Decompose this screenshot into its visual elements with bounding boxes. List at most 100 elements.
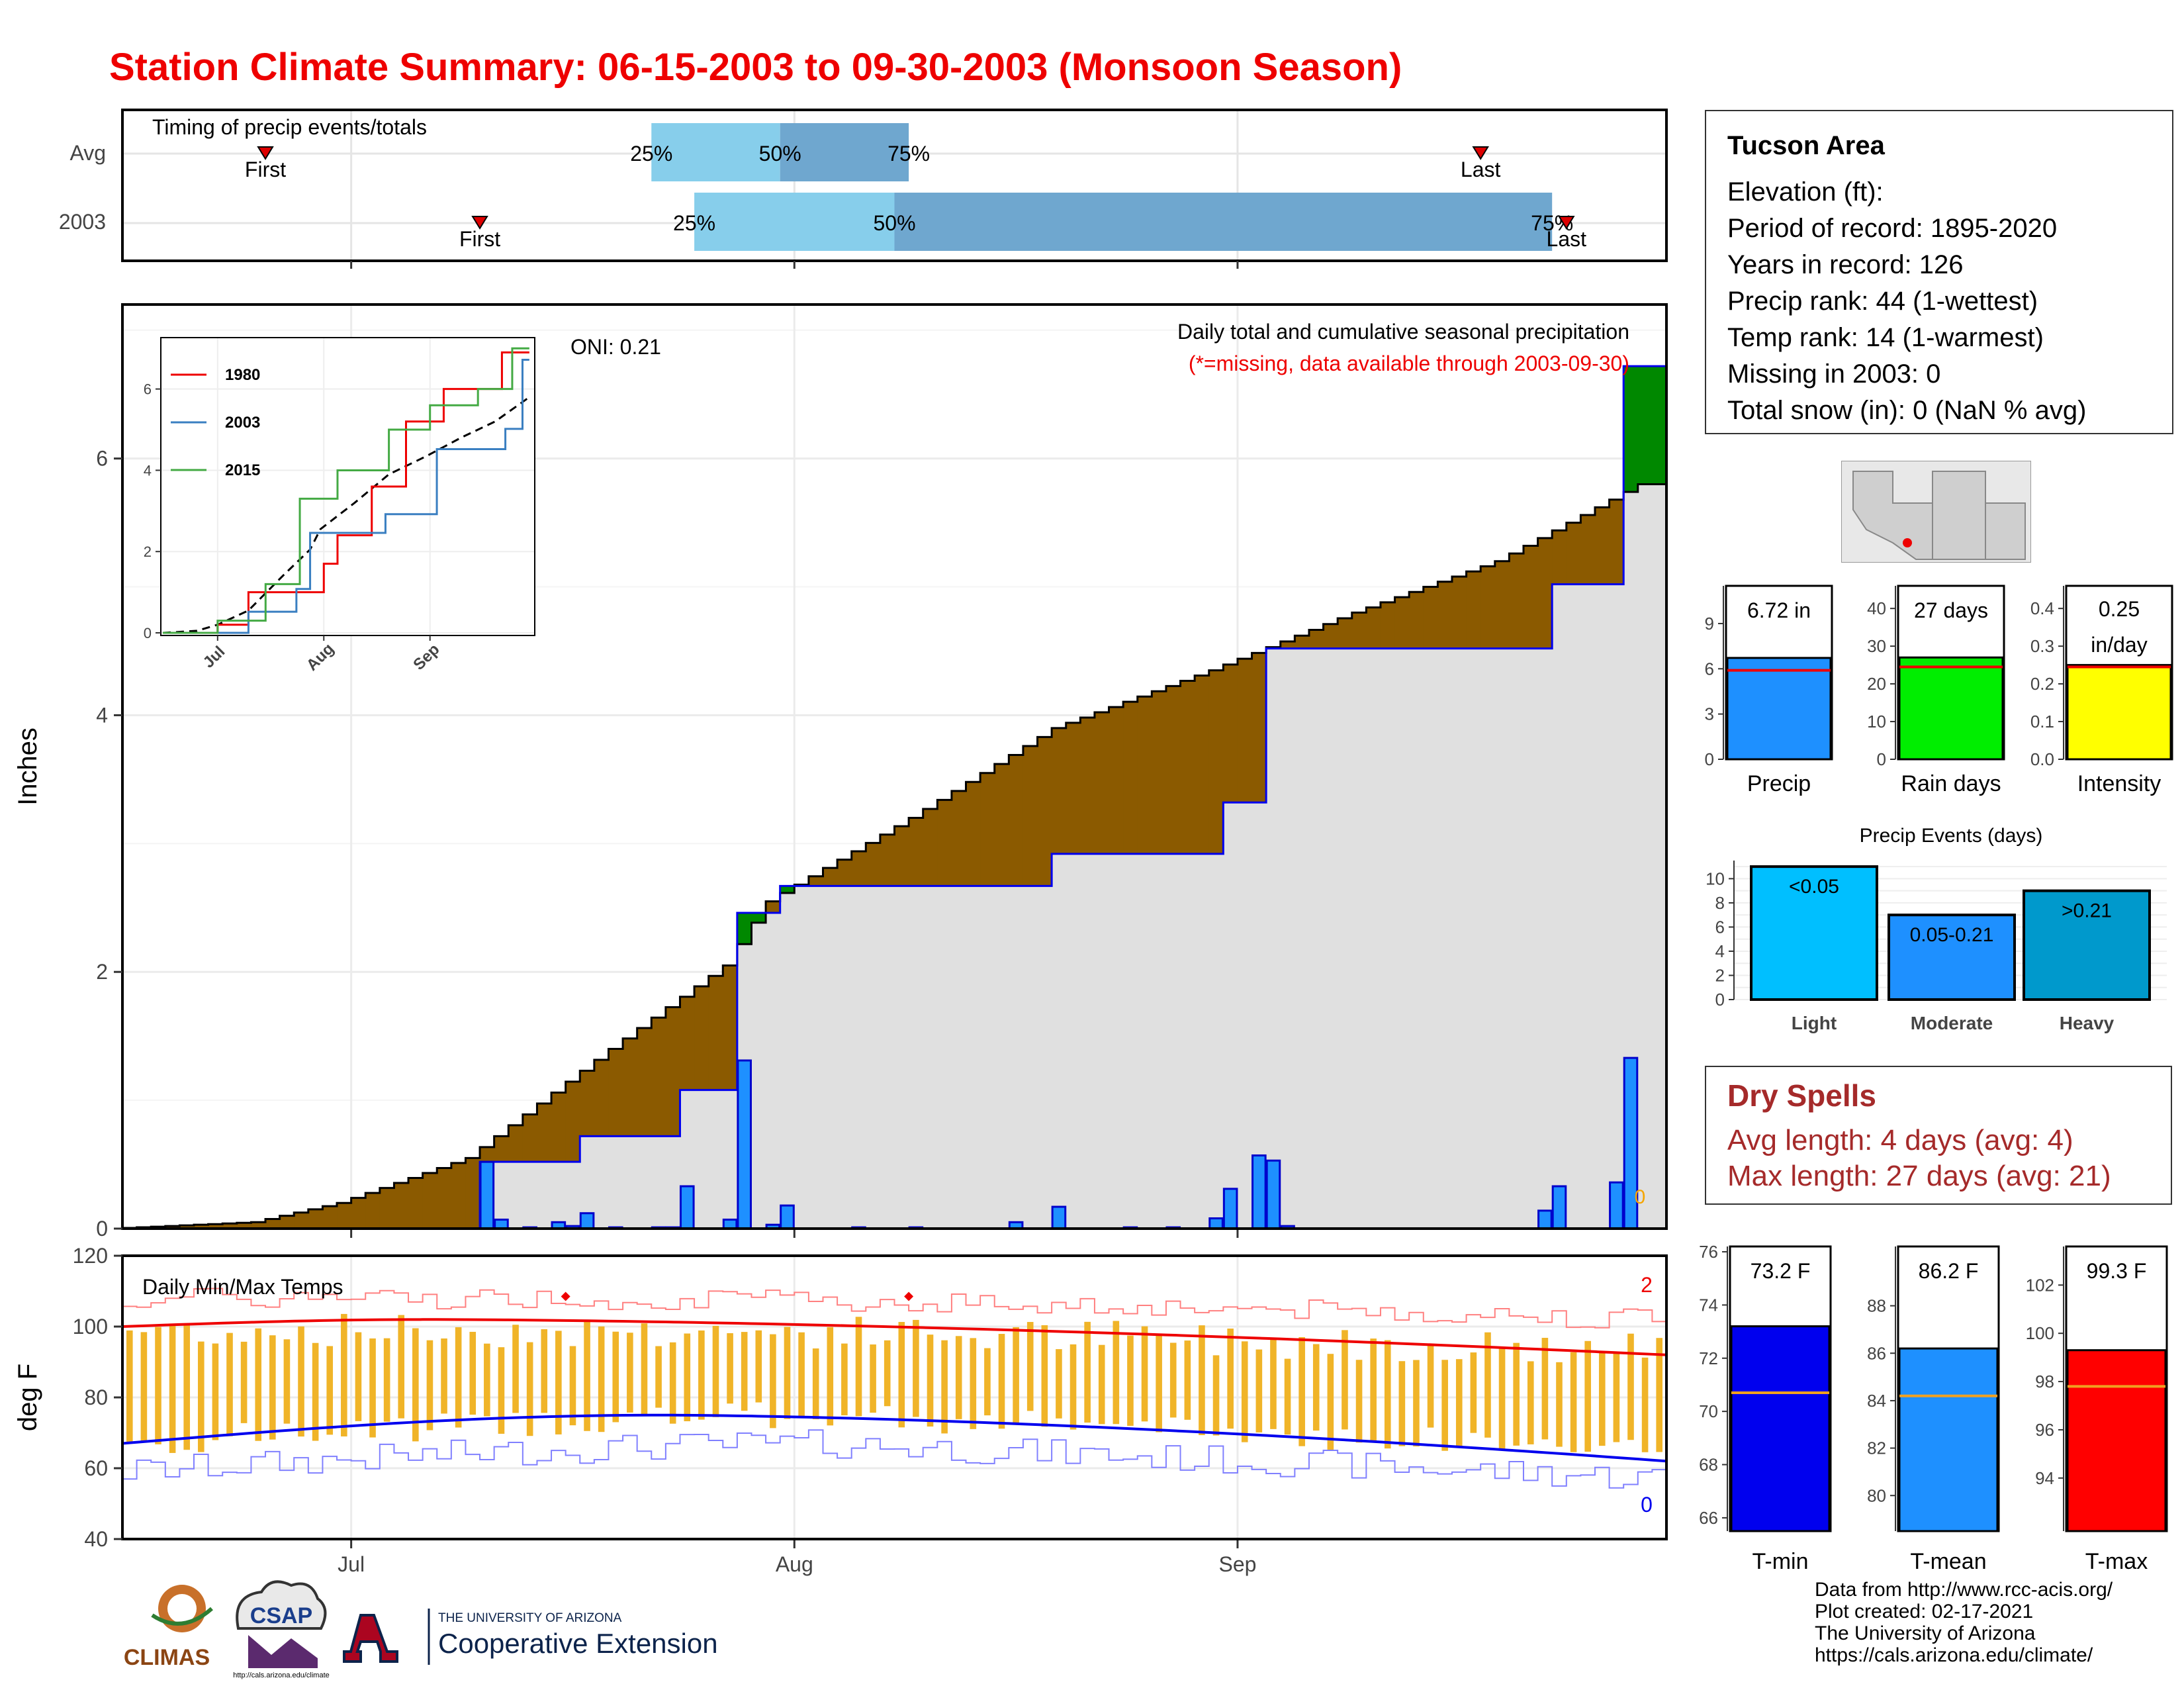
daily-temp-bar — [1298, 1336, 1305, 1446]
cumulative-fill — [1266, 648, 1281, 1229]
inset-frame — [160, 337, 535, 636]
cumulative-fill — [1466, 648, 1481, 1229]
daily-temp-bar — [1342, 1330, 1348, 1430]
daily-temp-bar — [369, 1338, 376, 1438]
cumulative-fill — [580, 1136, 595, 1229]
cloud-icon — [236, 1580, 327, 1630]
cumulative-fill — [1066, 853, 1081, 1229]
deficit-fill — [637, 1028, 652, 1137]
cumulative-fill — [637, 1136, 652, 1229]
deficit-fill — [680, 996, 695, 1090]
deficit-fill — [694, 986, 709, 1090]
temp-x-tick-label: Sep — [1218, 1552, 1256, 1576]
cumulative-fill — [651, 1136, 666, 1229]
credit-data-source: Data from http://www.rcc-acis.org/ — [1815, 1579, 2113, 1601]
deficit-fill — [1123, 702, 1138, 854]
precip-title: Daily total and cumulative seasonal prec… — [1177, 320, 1629, 344]
precip-y-tick-label: 4 — [96, 703, 108, 727]
temp-stat-y-tick-label: 94 — [2035, 1468, 2054, 1488]
deficit-fill — [1023, 745, 1038, 886]
daily-temp-bar — [870, 1344, 876, 1413]
csap-url: http://cals.arizona.edu/climate — [233, 1671, 330, 1679]
daily-temp-bar — [741, 1332, 748, 1411]
daily-temp-bar — [1484, 1332, 1491, 1438]
daily-temp-bar — [612, 1331, 619, 1423]
daily-temp-bar — [1241, 1341, 1248, 1442]
cumulative-fill — [1251, 802, 1267, 1229]
daily-temp-bar — [512, 1325, 519, 1413]
deficit-fill — [265, 1219, 281, 1229]
inset-y-tick-label: 6 — [144, 381, 152, 398]
stat-y-tick-label: 0 — [1877, 749, 1886, 769]
daily-temp-bar — [1056, 1349, 1062, 1419]
dry-spells-title: Dry Spells — [1727, 1078, 1876, 1113]
temp-y-tick-label: 80 — [84, 1385, 108, 1409]
daily-temp-bar — [1212, 1355, 1220, 1436]
deficit-fill — [1394, 597, 1410, 649]
events-bar-range: <0.05 — [1789, 876, 1839, 898]
cumulative-fill — [1037, 886, 1052, 1229]
cumulative-fill — [1165, 853, 1181, 1229]
csap-logo-text: CSAP — [250, 1603, 312, 1628]
temp-stat-y-tick-label: 76 — [1699, 1242, 1718, 1262]
timing-first-marker — [471, 216, 488, 230]
cumulative-fill — [923, 886, 938, 1229]
deficit-fill — [851, 851, 866, 886]
cumulative-fill — [1180, 853, 1195, 1229]
cumulative-fill — [1623, 492, 1639, 1229]
daily-precip-bar — [679, 1185, 695, 1230]
cumulative-fill — [1208, 853, 1224, 1229]
cumulative-fill — [508, 1162, 523, 1229]
deficit-fill — [1566, 522, 1581, 585]
deficit-fill — [1280, 641, 1295, 649]
timing-last-label: Last — [1547, 227, 1587, 251]
station-years: Years in record: 126 — [1727, 250, 1964, 279]
daily-temp-bar — [426, 1340, 433, 1430]
timing-row-avg-label: Avg — [69, 141, 106, 165]
temp-title: Daily Min/Max Temps — [142, 1275, 343, 1299]
events-y-tick-label: 4 — [1715, 941, 1725, 961]
deficit-fill — [808, 876, 823, 886]
daily-temp-bar — [326, 1346, 334, 1435]
station-name: Tucson Area — [1727, 131, 1885, 160]
deficit-fill — [665, 1007, 680, 1137]
events-y-tick-label: 0 — [1715, 990, 1725, 1009]
deficit-fill — [208, 1224, 223, 1229]
deficit-fill — [179, 1225, 195, 1229]
cumulative-fill — [1052, 853, 1067, 1229]
cumulative-fill — [1195, 853, 1210, 1229]
daily-temp-bar — [283, 1339, 291, 1424]
daily-precip-bar — [494, 1218, 509, 1230]
events-y-tick-label: 6 — [1715, 917, 1725, 937]
stat-y-tick-label: 20 — [1867, 674, 1886, 694]
stat-bar-rain-days — [1898, 656, 2004, 761]
daily-temp-bar — [855, 1317, 862, 1417]
deficit-fill — [1366, 607, 1381, 649]
temp-y-tick-label: 60 — [84, 1456, 108, 1480]
daily-temp-bar — [341, 1313, 347, 1436]
stat-y-tick-label: 10 — [1867, 712, 1886, 731]
temp-y-tick-label: 40 — [84, 1527, 108, 1551]
daily-temp-bar — [298, 1326, 304, 1437]
deficit-fill — [580, 1070, 595, 1137]
daily-temp-bar — [1284, 1358, 1291, 1435]
daily-temp-bar — [240, 1341, 248, 1423]
temp-stat-value: 99.3 F — [2087, 1259, 2147, 1283]
deficit-fill — [951, 790, 967, 886]
deficit-fill — [1609, 499, 1624, 585]
deficit-fill — [651, 1017, 666, 1137]
deficit-fill — [1509, 553, 1524, 649]
inset-y-tick-label: 2 — [144, 543, 152, 560]
temp-stat-y-tick-label: 74 — [1699, 1295, 1718, 1315]
record-high-marker — [561, 1291, 570, 1301]
events-y-tick-label: 2 — [1715, 965, 1725, 985]
stat-y-tick-label: 0 — [1705, 749, 1714, 769]
deficit-fill — [1165, 686, 1181, 854]
cumulative-fill — [1094, 853, 1110, 1229]
temp-stat-y-tick-label: 68 — [1699, 1455, 1718, 1475]
deficit-fill — [623, 1038, 638, 1137]
daily-temp-bar — [569, 1346, 576, 1426]
deficit-fill — [980, 773, 995, 886]
cumulative-fill — [1437, 648, 1453, 1229]
